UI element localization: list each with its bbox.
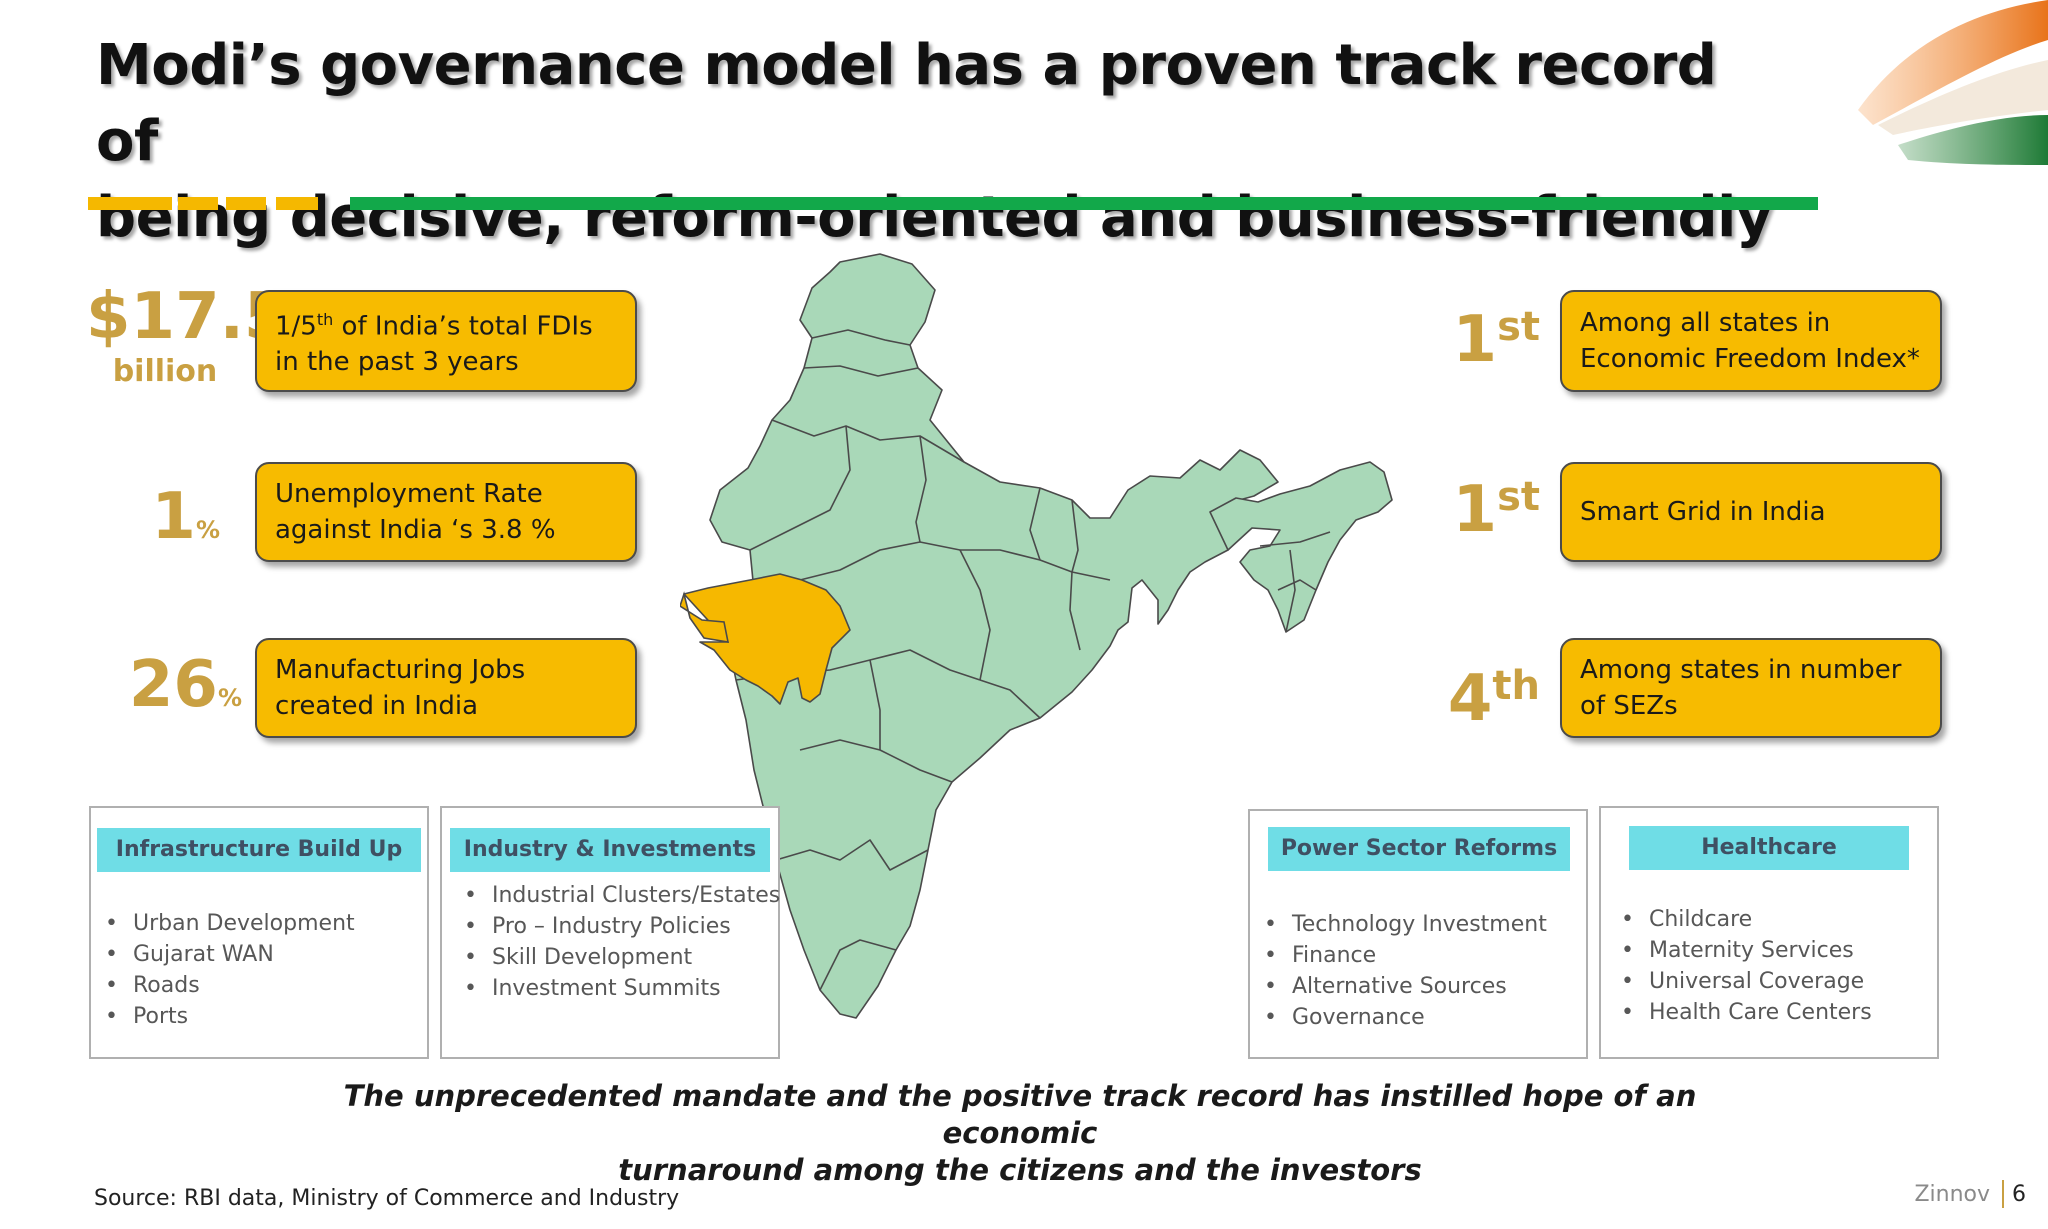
- conclusion-line-2: turnaround among the citizens and the in…: [618, 1153, 1422, 1187]
- conclusion-line-1: The unprecedented mandate and the positi…: [343, 1079, 1697, 1150]
- card-industry-list: Industrial Clusters/Estates Pro – Indust…: [464, 880, 780, 1004]
- smart-grid-info-text: Smart Grid in India: [1580, 497, 1826, 527]
- smart-grid-rank: 1st: [1452, 473, 1540, 547]
- fdi-stat-value: $17.5: [86, 280, 289, 354]
- india-map: [680, 253, 1393, 1019]
- sez-info-box: Among states in number of SEZs: [1560, 638, 1942, 738]
- unemployment-stat: 1%: [151, 480, 220, 554]
- list-item: Childcare: [1621, 904, 1872, 935]
- title-line-1: Modi’s governance model has a proven tra…: [96, 33, 1717, 174]
- gujarat-shape: [683, 573, 851, 705]
- unemployment-info-box: Unemployment Rate against India ‘s 3.8 %: [255, 462, 637, 562]
- fdi-stat-unit: billion: [112, 354, 218, 389]
- smart-grid-info-box: Smart Grid in India: [1560, 462, 1942, 562]
- list-item: Universal Coverage: [1621, 966, 1872, 997]
- unemployment-info-text: Unemployment Rate against India ‘s 3.8 %: [275, 479, 556, 545]
- economic-freedom-rank: 1st: [1452, 303, 1540, 377]
- slide-title: Modi’s governance model has a proven tra…: [96, 28, 1776, 256]
- list-item: Maternity Services: [1621, 935, 1872, 966]
- card-power-sector-title: Power Sector Reforms: [1268, 827, 1570, 871]
- card-power-sector-list: Technology Investment Finance Alternativ…: [1264, 909, 1547, 1033]
- manufacturing-info-box: Manufacturing Jobs created in India: [255, 638, 637, 738]
- card-healthcare-title: Healthcare: [1629, 826, 1909, 870]
- list-item: Skill Development: [464, 942, 780, 973]
- title-underline-yellow-1: [88, 197, 172, 210]
- list-item: Alternative Sources: [1264, 971, 1547, 1002]
- list-item: Finance: [1264, 940, 1547, 971]
- list-item: Industrial Clusters/Estates: [464, 880, 780, 911]
- card-industry: Industry & Investments Industrial Cluste…: [440, 806, 780, 1059]
- list-item: Governance: [1264, 1002, 1547, 1033]
- card-healthcare: Healthcare Childcare Maternity Services …: [1599, 806, 1939, 1059]
- fdi-info-box: 1/5th of India’s total FDIs in the past …: [255, 290, 637, 392]
- list-item: Urban Development: [105, 908, 355, 939]
- title-underline-yellow-3: [226, 197, 266, 210]
- card-power-sector: Power Sector Reforms Technology Investme…: [1248, 809, 1588, 1059]
- list-item: Pro – Industry Policies: [464, 911, 780, 942]
- list-item: Gujarat WAN: [105, 939, 355, 970]
- brand-name: Zinnov: [1914, 1182, 1990, 1207]
- card-industry-title: Industry & Investments: [450, 828, 770, 872]
- list-item: Roads: [105, 970, 355, 1001]
- list-item: Health Care Centers: [1621, 997, 1872, 1028]
- list-item: Technology Investment: [1264, 909, 1547, 940]
- conclusion-text: The unprecedented mandate and the positi…: [300, 1078, 1740, 1189]
- card-healthcare-list: Childcare Maternity Services Universal C…: [1621, 904, 1872, 1028]
- card-infrastructure: Infrastructure Build Up Urban Developmen…: [89, 806, 429, 1059]
- fdi-info-text: 1/5th of India’s total FDIs in the past …: [275, 309, 593, 378]
- economic-freedom-info-box: Among all states in Economic Freedom Ind…: [1560, 290, 1942, 392]
- card-infrastructure-list: Urban Development Gujarat WAN Roads Port…: [105, 908, 355, 1032]
- india-flag-brush-icon: [1858, 0, 2048, 165]
- list-item: Investment Summits: [464, 973, 780, 1004]
- title-underline-yellow-2: [178, 197, 218, 210]
- manufacturing-stat: 26%: [128, 648, 242, 722]
- title-underline-yellow-4: [276, 197, 318, 210]
- list-item: Ports: [105, 1001, 355, 1032]
- sez-rank: 4th: [1447, 662, 1540, 736]
- title-line-2: being decisive, reform-oriented and busi…: [96, 185, 1772, 250]
- footer-divider: [2002, 1180, 2004, 1208]
- sez-info-text: Among states in number of SEZs: [1580, 655, 1902, 721]
- economic-freedom-info-text: Among all states in Economic Freedom Ind…: [1580, 308, 1920, 374]
- page-number: 6: [2012, 1182, 2026, 1207]
- source-note: Source: RBI data, Ministry of Commerce a…: [94, 1186, 680, 1211]
- card-infrastructure-title: Infrastructure Build Up: [97, 828, 421, 872]
- india-mainland-shape: [709, 253, 1279, 1019]
- title-underline-green: [350, 197, 1818, 210]
- northeast-shape: [1209, 461, 1393, 633]
- manufacturing-info-text: Manufacturing Jobs created in India: [275, 655, 526, 721]
